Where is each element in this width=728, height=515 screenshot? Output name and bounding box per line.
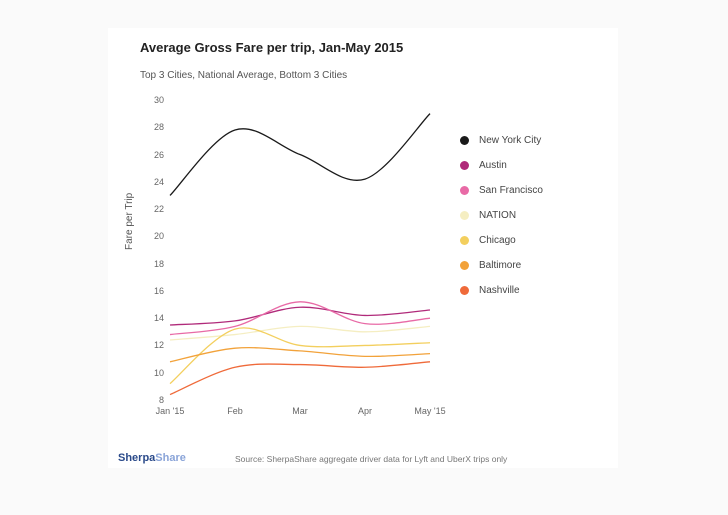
legend-dot-icon bbox=[460, 236, 469, 245]
series-line bbox=[170, 307, 430, 325]
legend-item: New York City bbox=[460, 135, 543, 146]
legend-dot-icon bbox=[460, 286, 469, 295]
legend-label: New York City bbox=[479, 135, 541, 146]
legend-label: Nashville bbox=[479, 285, 520, 296]
legend-label: Chicago bbox=[479, 235, 516, 246]
brand-part-a: Sherpa bbox=[118, 452, 155, 464]
chart-title: Average Gross Fare per trip, Jan-May 201… bbox=[140, 40, 403, 55]
y-tick: 16 bbox=[154, 286, 164, 296]
footer-source: Source: SherpaShare aggregate driver dat… bbox=[235, 454, 507, 464]
footer-brand: SherpaShare bbox=[118, 452, 186, 464]
series-line bbox=[170, 362, 430, 395]
y-axis-label: Fare per Trip bbox=[124, 193, 135, 250]
legend-item: San Francisco bbox=[460, 185, 543, 196]
x-tick: Jan '15 bbox=[156, 406, 185, 416]
y-tick: 8 bbox=[159, 395, 164, 405]
legend-label: San Francisco bbox=[479, 185, 543, 196]
x-tick: Apr bbox=[358, 406, 372, 416]
legend-dot-icon bbox=[460, 211, 469, 220]
series-line bbox=[170, 348, 430, 362]
legend-item: Chicago bbox=[460, 235, 543, 246]
chart-lines bbox=[170, 100, 430, 400]
brand-part-b: Share bbox=[155, 452, 186, 464]
legend-item: NATION bbox=[460, 210, 543, 221]
series-line bbox=[170, 326, 430, 340]
x-tick: Mar bbox=[292, 406, 308, 416]
legend-dot-icon bbox=[460, 161, 469, 170]
y-tick: 12 bbox=[154, 340, 164, 350]
y-tick: 28 bbox=[154, 122, 164, 132]
legend-dot-icon bbox=[460, 261, 469, 270]
x-tick: May '15 bbox=[414, 406, 445, 416]
y-tick: 30 bbox=[154, 95, 164, 105]
legend-item: Austin bbox=[460, 160, 543, 171]
y-tick: 18 bbox=[154, 259, 164, 269]
y-tick: 14 bbox=[154, 313, 164, 323]
y-tick: 22 bbox=[154, 204, 164, 214]
y-tick: 26 bbox=[154, 150, 164, 160]
x-tick: Feb bbox=[227, 406, 243, 416]
y-tick: 10 bbox=[154, 368, 164, 378]
y-tick: 20 bbox=[154, 231, 164, 241]
chart-plot-area: 81012141618202224262830Jan '15FebMarAprM… bbox=[170, 100, 430, 400]
legend: New York City Austin San Francisco NATION Ch… bbox=[460, 135, 543, 310]
legend-dot-icon bbox=[460, 136, 469, 145]
legend-dot-icon bbox=[460, 186, 469, 195]
series-line bbox=[170, 114, 430, 196]
legend-item: Baltimore bbox=[460, 260, 543, 271]
y-tick: 24 bbox=[154, 177, 164, 187]
legend-label: NATION bbox=[479, 210, 516, 221]
legend-label: Austin bbox=[479, 160, 507, 171]
chart-subtitle: Top 3 Cities, National Average, Bottom 3… bbox=[140, 70, 347, 81]
legend-item: Nashville bbox=[460, 285, 543, 296]
legend-label: Baltimore bbox=[479, 260, 521, 271]
